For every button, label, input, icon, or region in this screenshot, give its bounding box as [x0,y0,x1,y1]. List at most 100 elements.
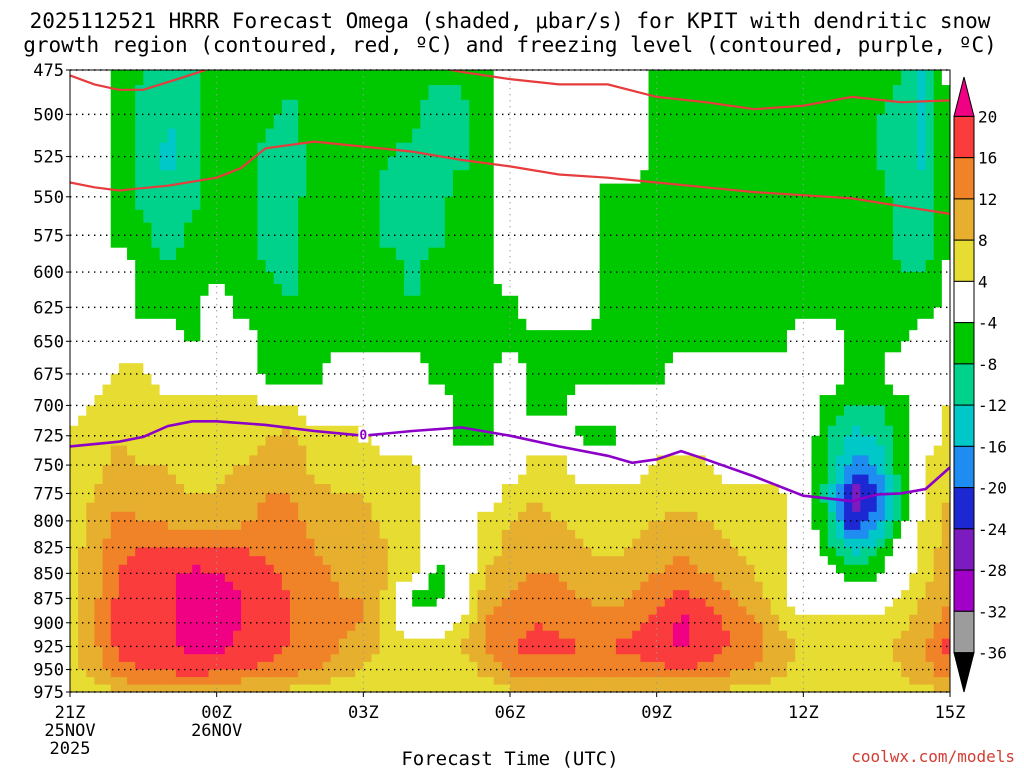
omega-cell [713,395,723,406]
omega-cell [265,465,275,476]
omega-cell [884,455,894,466]
omega-cell [469,99,479,115]
omega-cell [713,114,723,130]
omega-cell [860,183,870,198]
omega-cell [518,493,527,504]
omega-cell [143,295,153,308]
omega-cell [510,272,519,285]
omega-cell [648,330,658,342]
omega-cell [355,156,364,171]
omega-cell [852,363,861,375]
omega-cell [689,170,699,185]
omega-cell [371,247,381,261]
omega-cell [876,183,886,198]
omega-cell [803,330,813,342]
omega-cell [656,484,666,495]
omega-cell [102,363,112,375]
omega-cell [477,502,487,513]
omega-cell [322,318,332,331]
omega-cell [599,520,609,531]
omega-cell [118,170,128,185]
omega-cell [314,70,324,86]
omega-cell [273,114,283,130]
omega-cell [338,196,348,211]
omega-cell [852,520,861,531]
omega-cell [640,538,650,549]
omega-cell [477,445,487,456]
omega-cell [656,547,666,557]
omega-cell [827,373,837,386]
omega-cell [452,156,462,171]
omega-cell [664,272,674,285]
omega-cell [249,183,259,198]
omega-cell [933,259,943,273]
omega-cell [575,547,584,557]
omega-cell [632,295,641,308]
omega-cell [387,295,397,308]
omega-cell [876,247,886,261]
omega-cell [542,235,552,249]
omega-cell [607,183,617,198]
omega-cell [298,272,307,285]
omega-cell [420,529,430,540]
omega-cell [917,455,927,466]
omega-cell [599,373,609,386]
omega-cell [672,538,682,549]
omega-cell [917,547,927,557]
omega-cell [860,538,870,549]
omega-cell [738,170,747,185]
omega-cell [420,465,430,476]
omega-cell [273,222,283,236]
omega-cell [501,564,511,574]
omega-cell [811,415,821,427]
omega-cell [159,295,169,308]
omega-cell [127,425,136,437]
omega-cell [127,520,136,531]
omega-cell [607,511,617,522]
omega-cell [787,318,796,331]
omega-cell [461,352,470,364]
omega-cell [151,259,161,273]
omega-cell [469,474,479,485]
omega-cell [265,405,275,417]
omega-cell [363,295,373,308]
omega-cell [844,556,853,566]
omega-cell [94,573,104,583]
omega-cell [892,142,902,158]
omega-cell [78,142,87,158]
omega-cell [583,352,593,364]
omega-cell [436,330,446,342]
omega-cell [819,128,829,144]
omega-cell [917,445,927,456]
omega-cell [892,183,902,198]
omega-cell [151,70,161,86]
omega-cell [78,529,87,540]
omega-cell [493,247,503,261]
omega-cell [860,85,870,101]
omega-cell [778,330,788,342]
omega-cell [770,209,780,224]
omega-cell [428,395,438,406]
omega-cell [819,538,829,549]
omega-cell [404,405,413,417]
omega-cell [485,529,495,540]
omega-cell [803,128,813,144]
omega-cell [395,259,405,273]
omega-cell [70,142,79,158]
omega-cell [159,307,169,320]
omega-cell [697,435,707,447]
omega-cell [876,352,886,364]
omega-cell [469,128,479,144]
omega-cell [200,235,210,249]
omega-cell [477,352,487,364]
omega-cell [306,484,316,495]
omega-cell [306,128,316,144]
omega-cell [249,259,259,273]
omega-cell [249,196,259,211]
omega-cell [428,209,438,224]
omega-cell [135,445,144,456]
omega-cell [803,484,813,495]
omega-cell [803,142,813,158]
omega-cell [224,170,234,185]
omega-cell [306,341,316,353]
